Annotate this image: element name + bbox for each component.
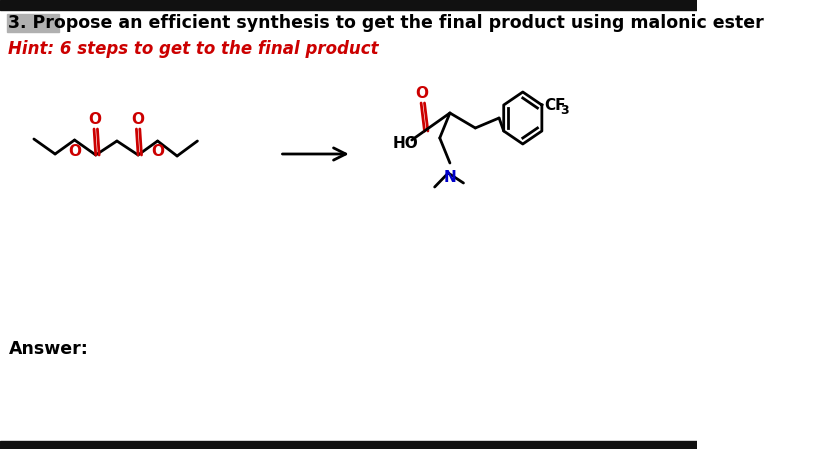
Text: O: O [151,145,164,159]
Bar [0,0,697,10]
Text: 3. Propose an efficient synthesis to get the final product using malonic ester: 3. Propose an efficient synthesis to get… [8,14,765,32]
Text: N: N [444,170,456,185]
Text: O: O [416,87,429,101]
Bar [0,441,697,449]
Text: O: O [68,144,81,158]
Text: Answer:: Answer: [8,340,88,358]
Text: O: O [88,113,101,128]
Text: CF: CF [544,98,566,114]
Text: 3: 3 [560,105,570,118]
Text: HO: HO [392,136,418,151]
Bar [7,14,59,32]
Text: O: O [131,113,144,128]
Text: Hint: 6 steps to get to the final product: Hint: 6 steps to get to the final produc… [8,40,379,58]
